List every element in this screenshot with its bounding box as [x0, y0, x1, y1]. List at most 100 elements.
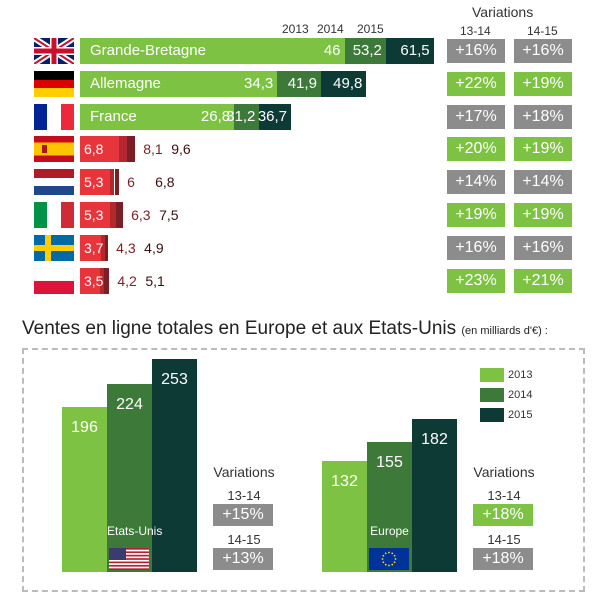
- country-name: Grande-Bretagne: [90, 42, 206, 59]
- bar-value-label: 49,8: [333, 74, 363, 92]
- variation-col-14-15: 14-15: [527, 24, 558, 38]
- bar-segment: [104, 267, 110, 294]
- bar-value-label: 6,8: [155, 174, 175, 191]
- variation-13-14-pill: +14%: [447, 170, 505, 195]
- variation-period-label: 14-15: [227, 532, 261, 547]
- chart-subtitle: (en milliards d'€) :: [461, 325, 548, 337]
- bar-value-label: 4,2: [117, 272, 137, 289]
- bar-segment: [80, 38, 345, 64]
- variation-13-14-pill: +23%: [447, 268, 505, 293]
- bar-segment: [116, 202, 124, 228]
- variation-period-label: 13-14: [227, 488, 261, 503]
- eu-flag-icon: [369, 548, 409, 570]
- bar-segment: [80, 70, 278, 97]
- bar-segment: [119, 136, 127, 163]
- bar-value-label: 34,3: [244, 74, 274, 92]
- france-flag-icon: [34, 103, 74, 130]
- legend-year-2014: 2014: [317, 22, 344, 36]
- variation-14-15-pill: +19%: [514, 71, 572, 96]
- variations-box-title: Variations: [473, 464, 535, 480]
- total-bar-value: 132: [331, 473, 358, 491]
- category-label: Europe: [370, 524, 409, 538]
- totals-panel: [22, 348, 585, 592]
- total-bar-value: 253: [161, 371, 188, 389]
- total-bar: [62, 407, 107, 572]
- variation-period-label: 14-15: [487, 532, 521, 547]
- total-bar: [152, 359, 197, 572]
- bar-value-label: 61,5: [400, 42, 430, 59]
- chart-title-text: Ventes en ligne totales en Europe et aux…: [22, 318, 457, 339]
- bar-segment: [80, 234, 102, 261]
- bar-value-label: 4,3: [116, 239, 136, 256]
- legend-label: 2015: [508, 409, 533, 421]
- bar-value-label: 6,3: [131, 207, 151, 223]
- bar-segment: [344, 38, 386, 64]
- chart-title: Ventes en ligne totales en Europe et aux…: [22, 318, 548, 340]
- legend-swatch: [480, 368, 504, 382]
- variation-13-14-pill: +19%: [447, 203, 505, 227]
- variation-14-15-pill: +14%: [514, 170, 572, 195]
- variations-box: Variations 13-14 +15% 14-15 +13%: [205, 458, 283, 570]
- bar-segment: [320, 70, 367, 97]
- uk-flag-icon: [34, 38, 74, 64]
- bar-segment: [80, 103, 235, 130]
- country-name: Allemagne: [90, 74, 161, 92]
- legend-year-2015: 2015: [357, 22, 384, 36]
- bar-segment: [104, 234, 109, 261]
- bar-value-label: 5,1: [145, 272, 165, 289]
- italy-flag-icon: [34, 202, 74, 228]
- total-bar-value: 224: [116, 395, 143, 413]
- bar-value-label: 3,7: [84, 239, 104, 256]
- variation-13-14-pill: +17%: [447, 104, 505, 129]
- poland-flag-icon: [34, 267, 74, 294]
- bar-value-label: 7,5: [159, 207, 179, 223]
- bar-segment: [110, 202, 117, 228]
- variations-box: Variations 13-14 +18% 14-15 +18%: [465, 458, 543, 570]
- bar-segment: [101, 234, 105, 261]
- variation-14-15-pill: +16%: [514, 39, 572, 63]
- variation-13-14-pill: +20%: [447, 137, 505, 162]
- variation-13-14-pill: +16%: [447, 235, 505, 260]
- bar-segment: [114, 169, 120, 196]
- bar-value-label: 26,8: [200, 107, 231, 125]
- variations-box-title: Variations: [213, 464, 275, 480]
- legend-label: 2014: [508, 389, 533, 401]
- bar-segment: [80, 202, 111, 228]
- bar-segment: [234, 103, 260, 130]
- bar-value-label: 8,1: [143, 141, 163, 158]
- legend-swatch: [480, 408, 504, 422]
- total-bar-value: 196: [71, 419, 98, 437]
- variation-pill: +15%: [213, 504, 273, 526]
- total-bar: [412, 419, 457, 572]
- bar-value-label: 53,2: [352, 42, 382, 59]
- bar-value-label: 5,3: [84, 207, 104, 223]
- total-bar-value: 155: [376, 453, 403, 471]
- bar-value-label: 5,3: [84, 174, 104, 191]
- legend-label: 2013: [508, 369, 533, 381]
- usa-flag-icon: [109, 548, 149, 570]
- bar-value-label: 9,6: [171, 141, 191, 158]
- legend-swatch: [480, 388, 504, 402]
- variation-14-15-pill: +16%: [514, 235, 572, 260]
- netherlands-flag-icon: [34, 169, 74, 196]
- variation-13-14-pill: +22%: [447, 71, 505, 96]
- bar-value-label: 6,8: [84, 141, 104, 158]
- variation-14-15-pill: +19%: [514, 137, 572, 162]
- bar-segment: [126, 136, 136, 163]
- bar-value-label: 31,2: [226, 107, 256, 125]
- bar-segment: [259, 103, 292, 130]
- sweden-flag-icon: [34, 234, 74, 261]
- variation-14-15-pill: +18%: [514, 104, 572, 129]
- total-bar: [322, 461, 367, 572]
- bar-segment: [80, 136, 120, 163]
- variation-13-14-pill: +16%: [447, 39, 505, 63]
- bar-segment: [110, 169, 115, 196]
- bar-value-label: 3,5: [84, 272, 104, 289]
- germany-flag-icon: [34, 70, 74, 97]
- bar-value-label: 41,9: [287, 74, 317, 92]
- variation-pill: +13%: [213, 548, 273, 570]
- bar-segment: [80, 169, 111, 196]
- variations-header: Variations: [472, 4, 534, 20]
- bar-segment: [100, 267, 105, 294]
- variation-14-15-pill: +21%: [514, 268, 572, 293]
